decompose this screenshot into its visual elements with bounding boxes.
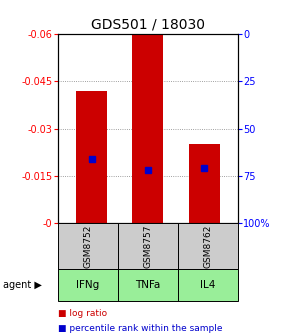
Bar: [133, 34, 163, 223]
Text: GSM8757: GSM8757: [143, 224, 153, 268]
Text: ■ log ratio: ■ log ratio: [58, 309, 107, 318]
Text: TNFa: TNFa: [135, 280, 161, 290]
Text: IL4: IL4: [200, 280, 215, 290]
Text: GSM8762: GSM8762: [203, 224, 212, 268]
Bar: [76, 91, 107, 223]
Title: GDS501 / 18030: GDS501 / 18030: [91, 17, 205, 31]
Text: ■ percentile rank within the sample: ■ percentile rank within the sample: [58, 324, 222, 333]
Text: agent ▶: agent ▶: [3, 280, 42, 290]
Text: IFNg: IFNg: [76, 280, 99, 290]
Bar: [188, 144, 220, 223]
Text: GSM8752: GSM8752: [84, 224, 93, 268]
